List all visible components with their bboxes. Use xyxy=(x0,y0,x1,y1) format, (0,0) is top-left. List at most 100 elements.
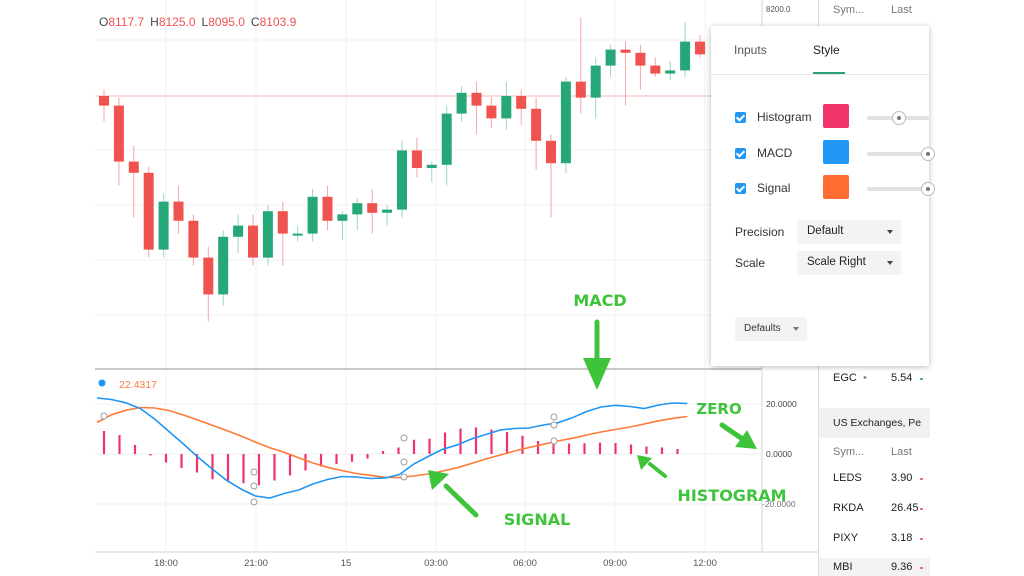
watchlist-row[interactable]: MBI 9.36 xyxy=(819,558,930,576)
slider-handle[interactable] xyxy=(921,147,935,161)
candle-body xyxy=(575,81,586,98)
candle-body xyxy=(233,225,244,237)
crosshair-marker xyxy=(100,412,108,420)
precision-select[interactable]: Default xyxy=(797,220,901,244)
macd-opacity-slider[interactable] xyxy=(867,147,935,161)
macd-pane[interactable] xyxy=(95,372,762,552)
crosshair-marker xyxy=(250,482,258,490)
chevron-down-icon xyxy=(887,261,893,265)
change-direction-icon xyxy=(920,538,923,540)
macd-color-swatch[interactable] xyxy=(823,140,849,164)
tab-style[interactable]: Style xyxy=(813,43,840,57)
candle-body xyxy=(546,140,556,164)
histogram-opacity-slider[interactable] xyxy=(867,111,929,125)
crosshair-marker xyxy=(550,437,558,445)
annotation-zero-arrow xyxy=(719,422,757,449)
candlestick-series xyxy=(99,17,705,322)
candle-body xyxy=(367,203,378,213)
candle-body xyxy=(203,257,214,295)
candle-body xyxy=(650,65,661,74)
slider-handle[interactable] xyxy=(892,111,906,125)
histogram-checkbox[interactable] xyxy=(735,112,746,123)
crosshair-marker xyxy=(400,473,408,481)
crosshair-markers xyxy=(100,412,558,506)
time-axis-label: 21:00 xyxy=(244,558,268,569)
active-tab-indicator xyxy=(813,72,845,74)
watchlist-row[interactable]: LEDS 3.90 xyxy=(819,470,930,490)
annotation-macd-arrow xyxy=(583,319,611,390)
ohlc-low-value: 8095.0 xyxy=(208,15,245,29)
price-pane[interactable] xyxy=(95,0,762,368)
candle-body xyxy=(292,233,303,236)
row-dropdown-icon: • xyxy=(863,372,867,384)
ohlc-high-label: H xyxy=(150,15,159,29)
candle-body xyxy=(143,172,154,250)
candle-body xyxy=(441,113,452,165)
macd-line xyxy=(96,397,688,499)
candle-body xyxy=(605,49,616,66)
candle-body xyxy=(322,196,333,221)
candle-body xyxy=(158,201,169,250)
price-scale-top-label: 8200.0 xyxy=(766,5,791,14)
annotation-histogram-label: HISTOGRAM xyxy=(677,486,786,505)
watchlist-row[interactable]: RKDA 26.45 xyxy=(819,500,930,520)
candle-body xyxy=(218,236,229,295)
time-axis-label: 03:00 xyxy=(424,558,448,569)
watchlist-symbol: RKDA xyxy=(833,502,864,514)
watchlist-row[interactable]: EGC • 5.54 xyxy=(819,370,930,390)
macd-checkbox[interactable] xyxy=(735,148,746,159)
indicator-value: 22.4317 xyxy=(119,379,157,391)
watchlist-header-last[interactable]: Last xyxy=(891,446,912,458)
annotation-macd-label: MACD xyxy=(573,291,626,310)
time-axis-label: 18:00 xyxy=(154,558,178,569)
signal-opacity-slider[interactable] xyxy=(867,182,935,196)
watchlist-section-header[interactable]: US Exchanges, Pe xyxy=(819,408,930,438)
histogram-color-swatch[interactable] xyxy=(823,104,849,128)
watchlist-symbol: MBI xyxy=(833,561,853,573)
ohlc-low-label: L xyxy=(202,15,209,29)
candle-body xyxy=(680,41,691,71)
annotation-histogram-arrow xyxy=(637,455,667,478)
annotation-signal-label: SIGNAL xyxy=(504,510,571,529)
candle-body xyxy=(471,92,482,106)
watchlist-row[interactable]: PIXY 3.18 xyxy=(819,530,930,550)
ohlc-open-value: 8117.7 xyxy=(108,15,144,29)
watchlist-symbol: PIXY xyxy=(833,532,859,544)
tab-inputs[interactable]: Inputs xyxy=(734,43,767,57)
candle-body xyxy=(382,209,393,213)
slider-handle[interactable] xyxy=(921,182,935,196)
defaults-button[interactable]: Defaults xyxy=(735,317,807,341)
macd-scale-label-bottom: -20.0000 xyxy=(762,499,796,509)
signal-color-swatch[interactable] xyxy=(823,175,849,199)
candle-body xyxy=(99,96,109,106)
ohlc-high-value: 8125.0 xyxy=(159,15,196,29)
candle-body xyxy=(695,41,705,55)
macd-scale-label-top: 20.0000 xyxy=(766,399,797,409)
time-axis-label: 15 xyxy=(341,558,352,569)
watchlist-header-last[interactable]: Last xyxy=(891,4,912,16)
candle-body xyxy=(277,211,288,234)
crosshair-marker xyxy=(400,458,408,466)
watchlist-header-symbol[interactable]: Sym... xyxy=(833,446,865,458)
candle-body xyxy=(635,52,646,66)
dialog-tabs: Inputs Style xyxy=(711,26,929,75)
candle-body xyxy=(590,65,601,98)
scale-value: Scale Right xyxy=(807,256,866,268)
scale-label: Scale xyxy=(735,256,766,270)
crosshair-marker xyxy=(550,421,558,429)
ohlc-legend: O8117.7 H8125.0 L8095.0 C8103.9 xyxy=(99,15,297,29)
watchlist-last: 5.54 xyxy=(891,372,913,384)
watchlist-symbol: EGC xyxy=(833,372,857,384)
candle-body xyxy=(486,105,497,119)
signal-checkbox[interactable] xyxy=(735,183,746,194)
scale-select[interactable]: Scale Right xyxy=(797,251,901,275)
watchlist-last: 3.90 xyxy=(891,472,913,484)
watchlist-header-symbol[interactable]: Sym... xyxy=(833,4,865,16)
crosshair-marker xyxy=(250,468,258,476)
watchlist-last: 9.36 xyxy=(891,561,913,573)
candle-body xyxy=(560,81,571,164)
annotation-zero-label: ZERO xyxy=(696,400,741,418)
candle-body xyxy=(248,225,258,258)
chevron-down-icon xyxy=(887,230,893,234)
